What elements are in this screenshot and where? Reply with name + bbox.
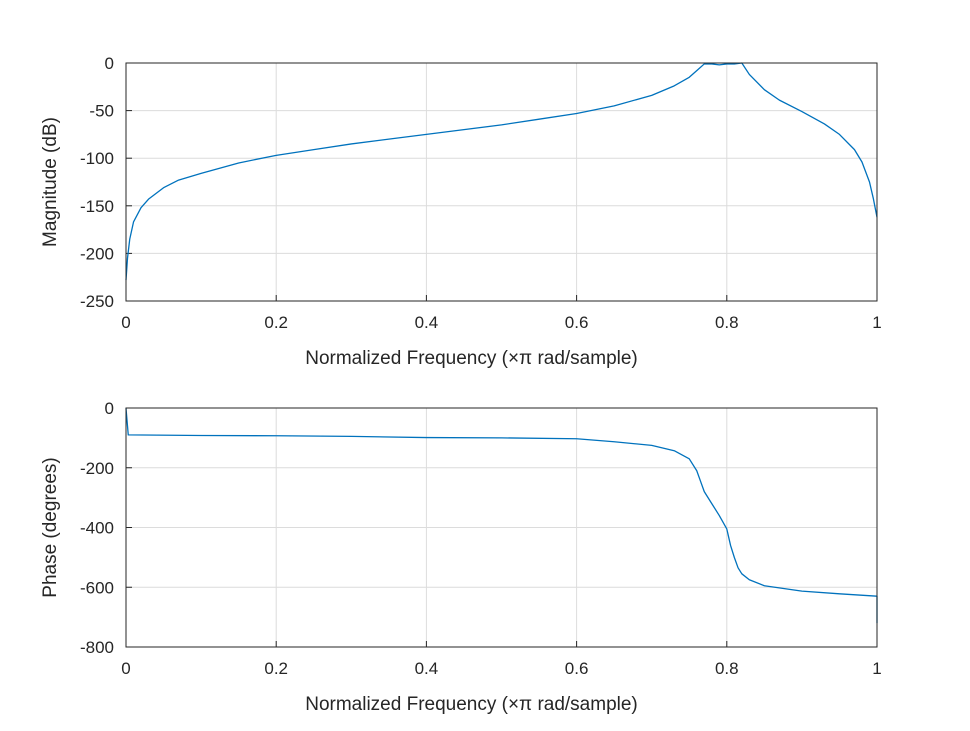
subplot-1: 0 0.2 0.4 0.6 0.8 1 0 -50 -100 -150 -200 -250 Normal…	[40, 54, 882, 369]
series-line-1	[125, 408, 878, 624]
x-tick-label: 0.2	[264, 313, 288, 332]
y-tick-label: -100	[80, 149, 114, 168]
x-tick-label: 0	[121, 313, 130, 332]
x-tick-label: 0.6	[565, 659, 589, 678]
axes-box	[125, 62, 878, 302]
plot-area	[126, 63, 877, 301]
y-tick-label: -250	[80, 292, 114, 311]
x-axis-label: Normalized Frequency (×π rad/sample)	[305, 348, 638, 369]
x-tick-label: 1	[872, 659, 881, 678]
y-tick-label: -200	[80, 244, 114, 263]
axes-box	[125, 407, 878, 648]
y-tick-label: -800	[80, 638, 114, 657]
y-tick-label: -150	[80, 197, 114, 216]
y-tick-label: -600	[80, 578, 114, 597]
x-tick-label: 0	[121, 659, 130, 678]
y-axis-label: Magnitude (dB)	[40, 117, 61, 247]
y-tick-label: -400	[80, 519, 114, 538]
y-tick-label: -200	[80, 459, 114, 478]
x-axis-label: Normalized Frequency (×π rad/sample)	[305, 694, 638, 715]
series-line-1	[125, 62, 878, 281]
y-tick-label: -50	[89, 102, 114, 121]
subplot-2: 0 0.2 0.4 0.6 0.8 1 0 -200 -400 -600 -800 Normalize…	[40, 399, 882, 715]
y-tick-label: 0	[105, 399, 114, 418]
x-tick-label: 1	[872, 313, 881, 332]
x-tick-label: 0.8	[715, 313, 739, 332]
x-tick-label: 0.8	[715, 659, 739, 678]
y-tick-label: 0	[105, 54, 114, 73]
x-tick-label: 0.2	[264, 659, 288, 678]
y-axis-label: Phase (degrees)	[40, 457, 61, 597]
x-tick-label: 0.4	[415, 313, 439, 332]
x-tick-label: 0.6	[565, 313, 589, 332]
x-tick-label: 0.4	[415, 659, 439, 678]
